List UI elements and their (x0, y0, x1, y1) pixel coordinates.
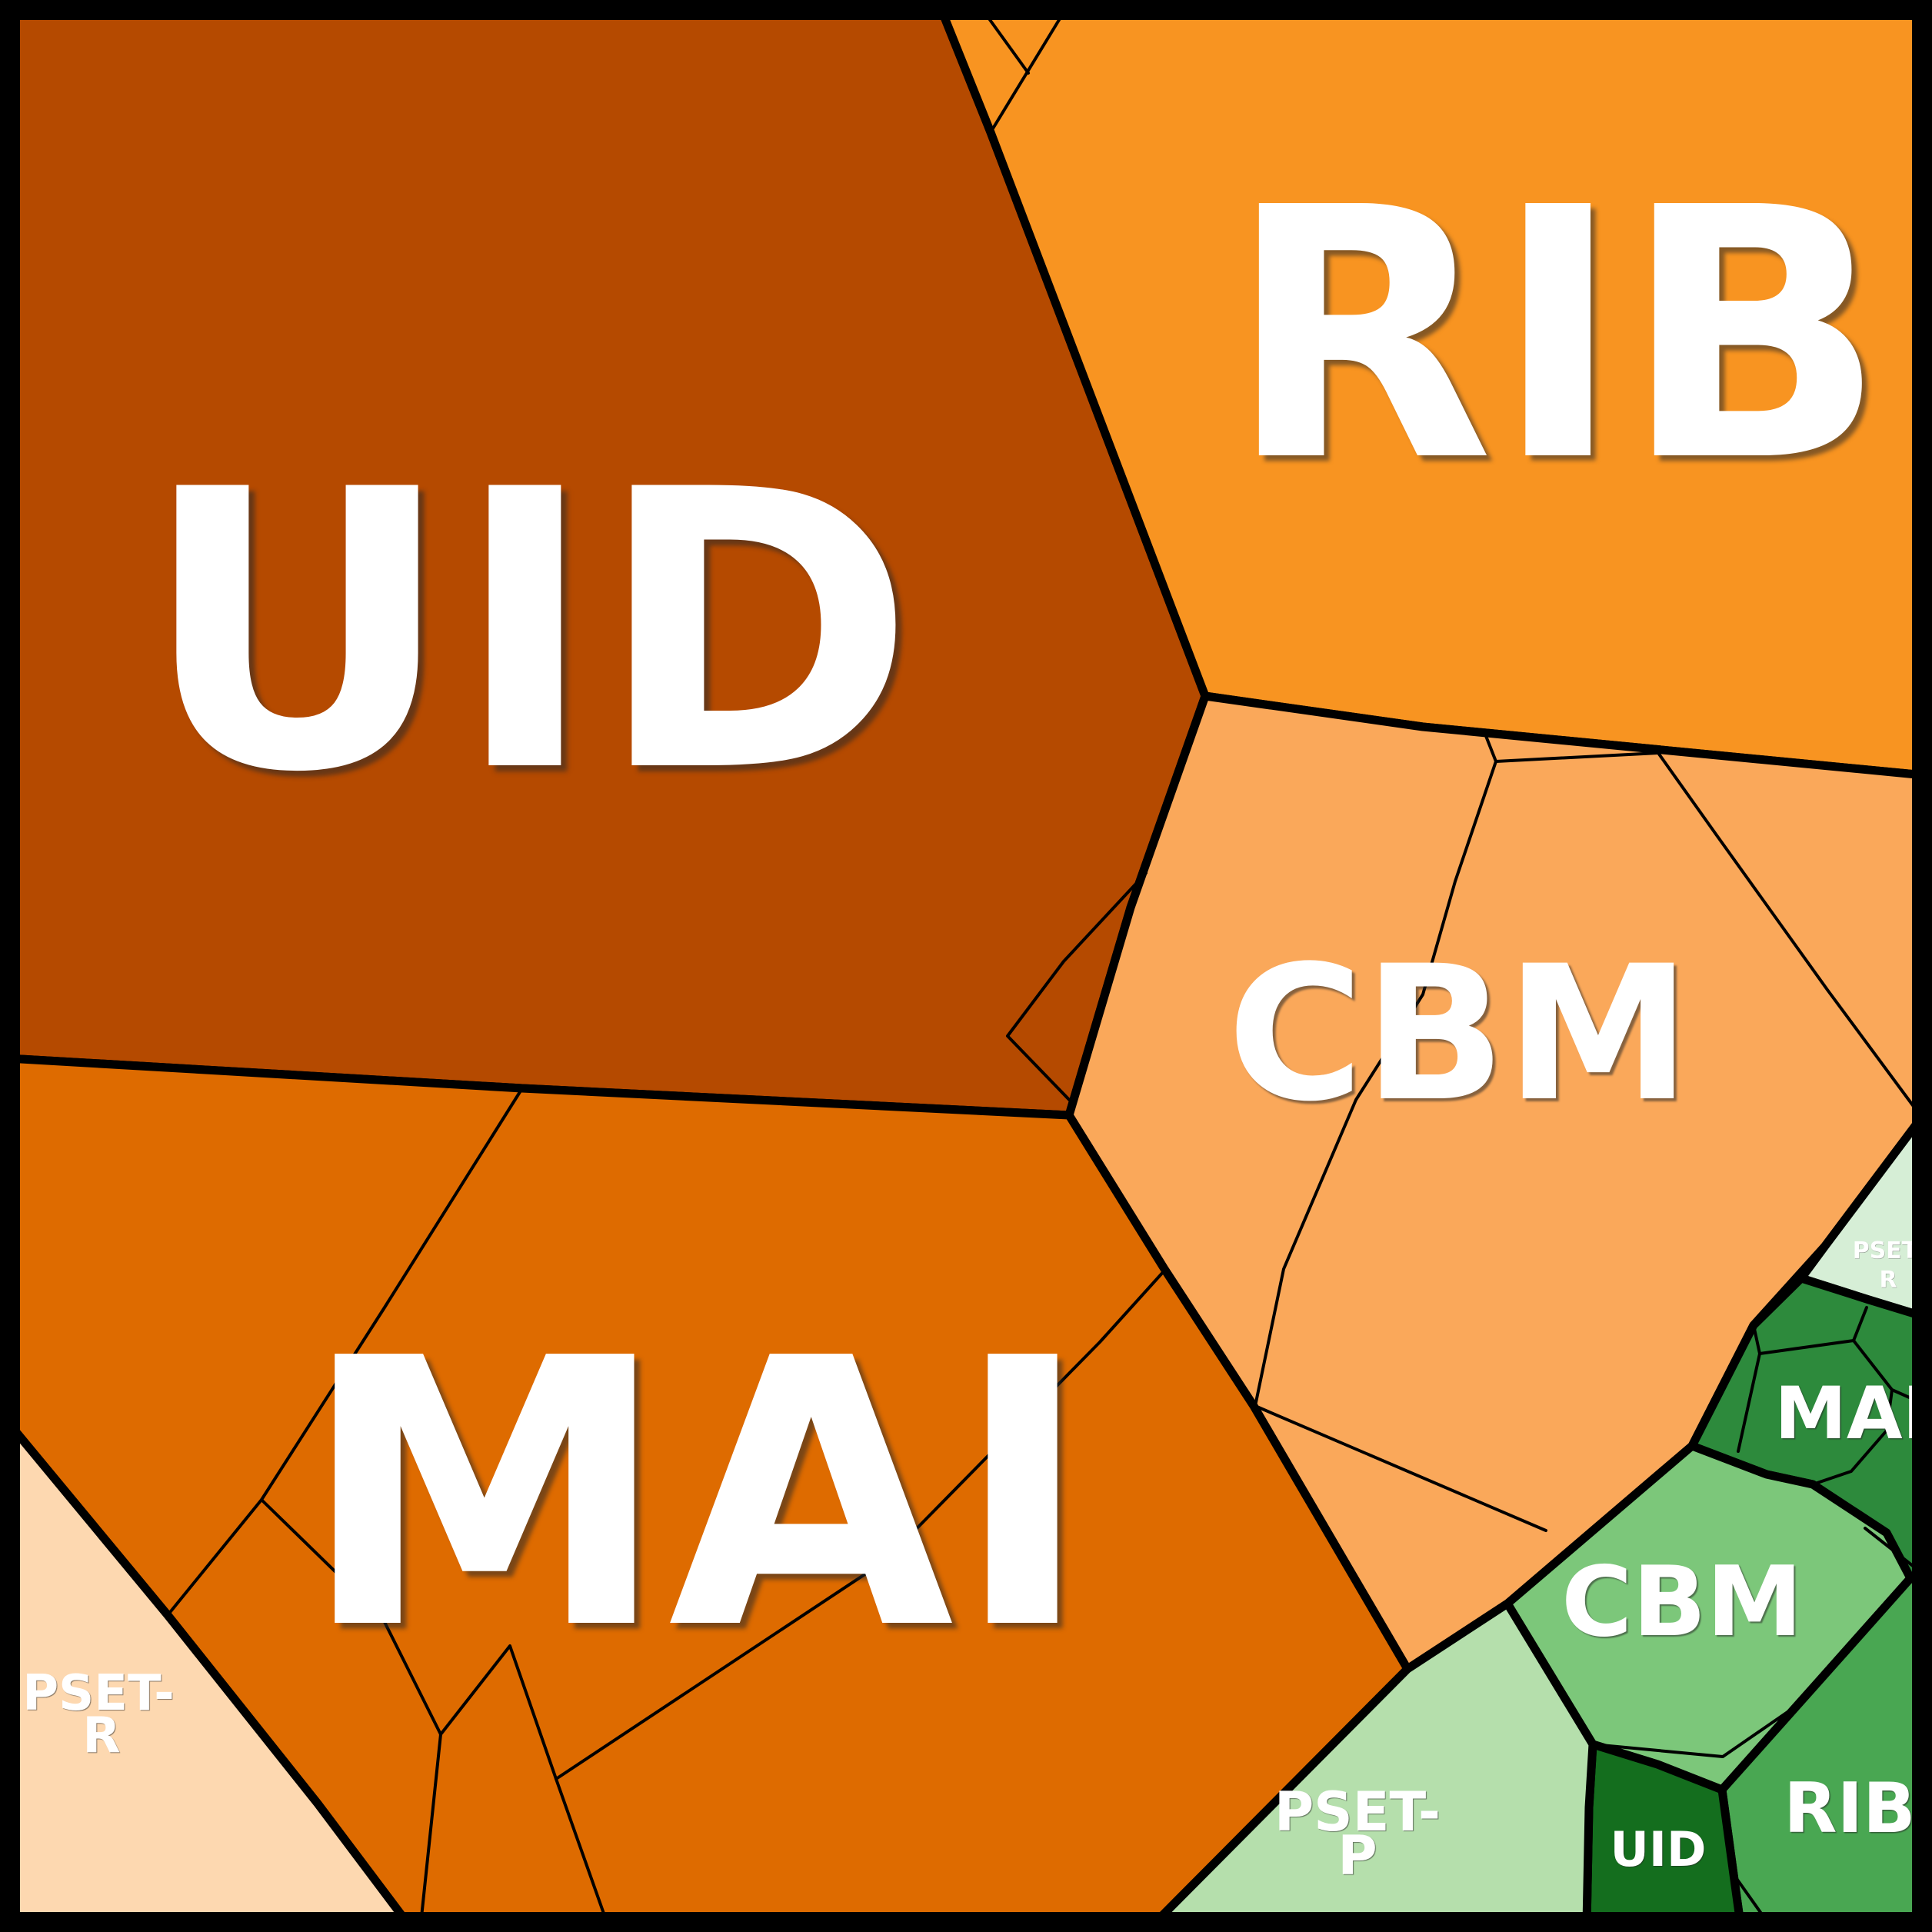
label-uid-green: UID (1611, 1821, 1707, 1877)
label-pset-p-green-line1: PSET- (1274, 1780, 1441, 1844)
label-mai-orange: MAI (301, 1281, 1091, 1710)
label-cbm-orange: CBM (1227, 926, 1691, 1143)
label-uid-orange: UID (141, 408, 915, 856)
subcell-line-mai-3 (439, 1644, 609, 1926)
subcell-line-green-mai-5 (1811, 1388, 1894, 1486)
subcell-line-green-mai-2 (1758, 1339, 1855, 1355)
label-pset-p-green-line2: P (1337, 1824, 1377, 1887)
label-rib-green: RIB (1784, 1768, 1915, 1849)
subcell-line-cbm-2 (1494, 751, 1660, 763)
subcell-line-green-mai-3 (1852, 1306, 1868, 1342)
subcell-line-uid-1 (1006, 871, 1148, 1107)
subcell-line-rib-2 (983, 11, 1030, 75)
label-rib-orange: RIB (1227, 135, 1887, 538)
label-pset-r-orange-line2: R (82, 1707, 120, 1764)
subcell-line-mai-1 (166, 1087, 524, 1617)
label-pset-r-orange-line1: PSET- (22, 1665, 175, 1722)
subcell-line-cbm-3 (1657, 751, 1923, 1118)
subcell-line-mai-2 (260, 1498, 442, 1926)
label-pset-r-green-line1: PSET- (1853, 1237, 1924, 1264)
label-mai-green: MAI (1774, 1372, 1929, 1456)
subcell-line-mai-4 (555, 1269, 1166, 1780)
label-cbm-green: CBM (1561, 1545, 1803, 1658)
subcell-line-cbm-4 (1254, 1404, 1547, 1532)
label-pset-r-green-line2: R (1879, 1267, 1897, 1294)
subcell-line-green-mai-6 (1864, 1527, 1921, 1573)
subcell-line-green-cbm-1 (1591, 1702, 1801, 1758)
